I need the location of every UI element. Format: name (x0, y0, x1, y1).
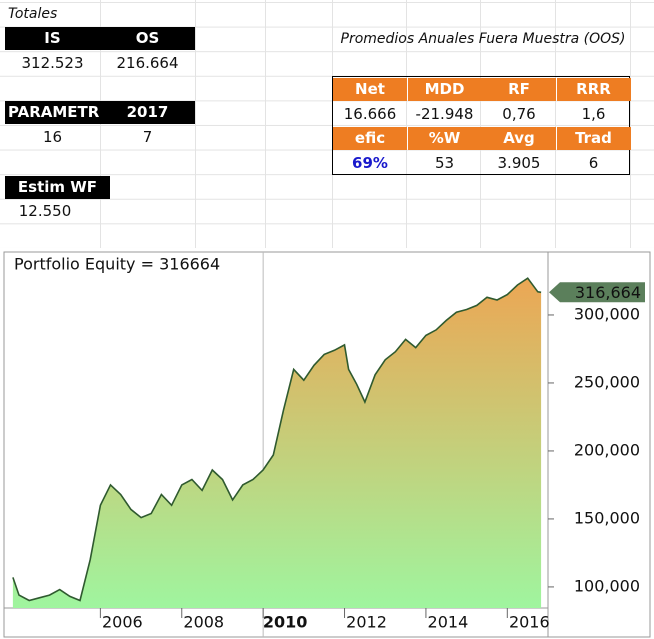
cell[interactable]: 216.664 (116, 54, 179, 72)
cell[interactable]: MDD (407, 78, 482, 101)
cell[interactable]: Net (333, 78, 407, 101)
end-badge (549, 282, 645, 303)
cell[interactable]: 7 (142, 128, 153, 146)
y-tick-label: 300,000 (574, 304, 640, 323)
cell[interactable]: Totales (8, 6, 58, 22)
cell[interactable]: Avg (482, 127, 556, 150)
cell[interactable]: Estim WF (5, 176, 110, 199)
y-tick-label: 200,000 (574, 440, 640, 459)
cell[interactable]: 69% (352, 153, 388, 172)
cell[interactable]: 12.550 (18, 202, 72, 220)
cell[interactable]: Promedios Anuales Fuera Muestra (OOS) (340, 31, 626, 47)
line (12, 277, 542, 602)
cell[interactable]: IS (5, 27, 100, 50)
cell[interactable]: %W (407, 127, 482, 150)
x-tick-label: 2006 (102, 613, 143, 632)
oos-box: Net MDD RF RRR 16.666 -21.948 0,76 1,6 efic %W Avg… (332, 76, 631, 175)
title-bg (9, 253, 239, 275)
cell[interactable]: 0,76 (502, 104, 536, 123)
cell[interactable]: 2017 (100, 101, 195, 124)
y-tick-label: 250,000 (574, 372, 640, 391)
cell[interactable]: PARAMETRO (5, 101, 100, 124)
cell[interactable]: 16 (42, 128, 63, 146)
cell[interactable]: 53 (434, 153, 455, 172)
cell[interactable]: 3.905 (497, 153, 541, 172)
x-tick-label: 2008 (183, 613, 224, 632)
cell[interactable]: RF (482, 78, 556, 101)
x-tick-label: 2014 (428, 613, 469, 632)
cell[interactable]: 16.666 (343, 104, 397, 123)
cell[interactable]: 1,6 (581, 104, 606, 123)
x-tick-label: 2012 (346, 613, 387, 632)
cell[interactable]: 312.523 (21, 54, 84, 72)
cell[interactable]: 6 (588, 153, 599, 172)
chart-title: Portfolio Equity = 316664 (14, 255, 220, 274)
area (12, 278, 542, 608)
y-tick-label: 100,000 (574, 576, 640, 595)
chart: 316,664 100,000 150,000 200,000 250,000 300,0… (3, 251, 651, 638)
cell[interactable]: efic (333, 127, 407, 150)
cell[interactable]: OS (100, 27, 195, 50)
x-tick-label: 2016 (509, 613, 550, 632)
y-tick-label: 150,000 (574, 508, 640, 527)
spreadsheet: Totales IS OS 312.523 216.664 PARAMETRO … (0, 0, 654, 248)
x-tick-label: 2010 (263, 613, 308, 632)
cell[interactable]: Trad (556, 127, 631, 150)
cell[interactable]: RRR (556, 78, 631, 101)
end-label: 316,664 (575, 283, 641, 302)
cell[interactable]: -21.948 (415, 104, 474, 123)
